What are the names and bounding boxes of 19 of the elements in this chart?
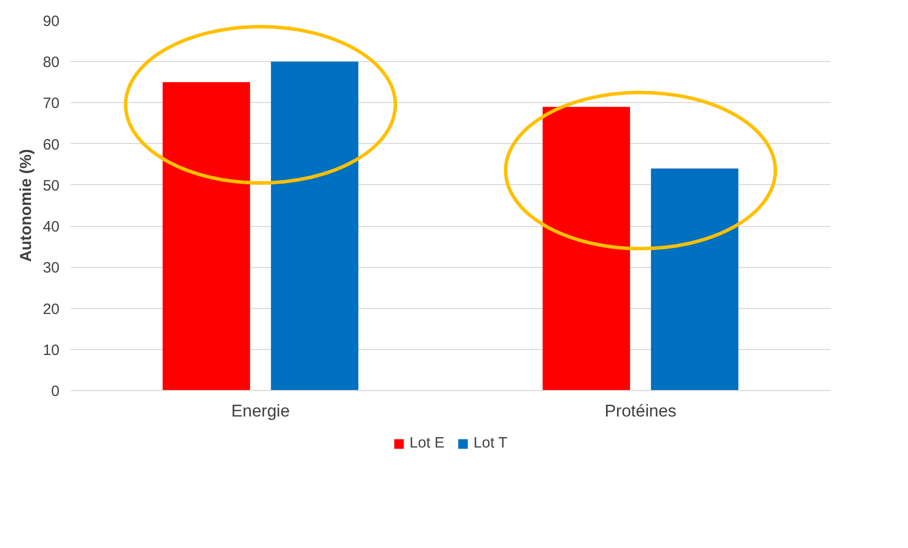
y-tick-label: 30: [42, 260, 60, 277]
y-tick-label: 50: [42, 177, 60, 194]
y-tick-label: 80: [42, 54, 60, 72]
y-tick-label: 40: [42, 218, 60, 236]
bar: [162, 82, 250, 390]
bar: [542, 106, 630, 390]
x-tick-label: Protéines: [604, 402, 676, 420]
y-tick-label: 10: [42, 342, 60, 359]
y-tick-label: 90: [42, 13, 60, 30]
y-axis-title: Autonomie (%): [18, 149, 35, 262]
bar: [650, 168, 738, 390]
bar: [270, 62, 358, 390]
legend-label: Lot T: [474, 434, 508, 452]
y-tick-label: 20: [42, 300, 60, 318]
y-tick-label: 70: [42, 95, 60, 112]
y-tick-label: 0: [51, 383, 60, 400]
legend-label: Lot E: [410, 434, 445, 452]
x-tick-label: Energie: [231, 402, 290, 420]
y-tick-label: 60: [42, 136, 60, 154]
